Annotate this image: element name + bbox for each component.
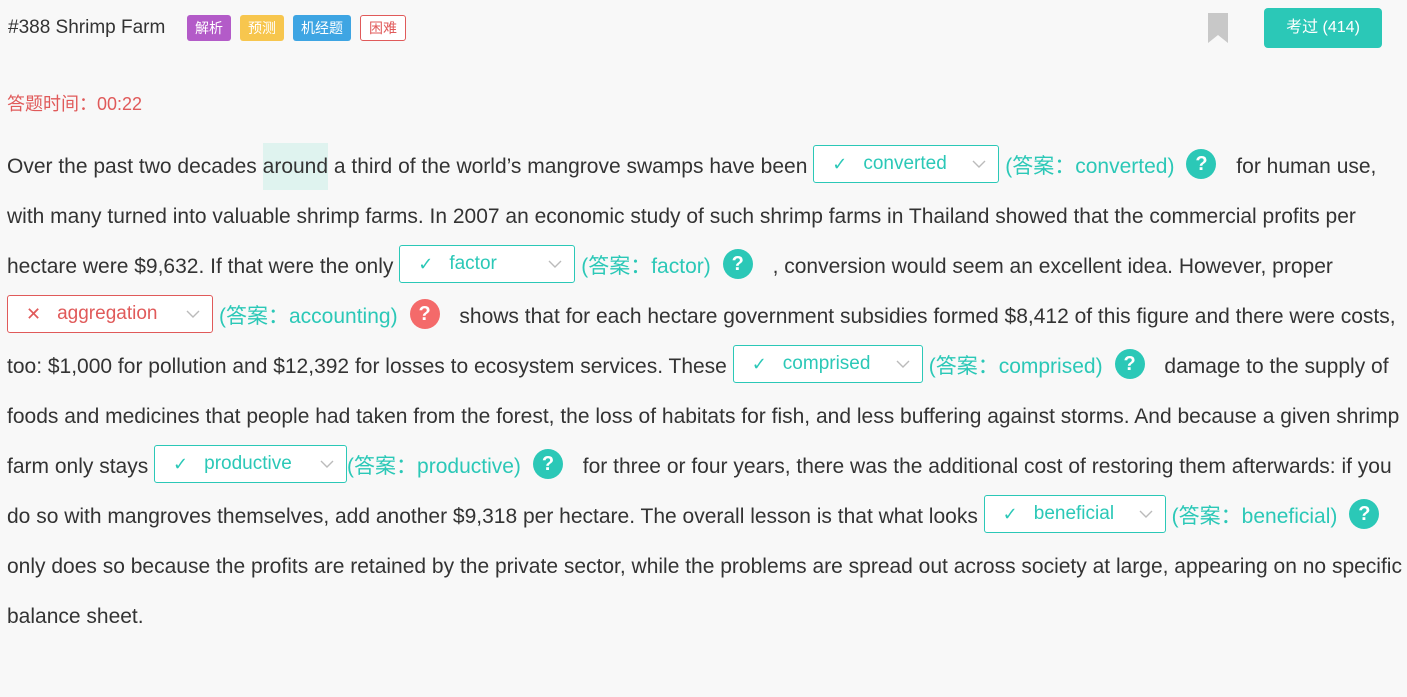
highlighted-word: around — [262, 143, 329, 190]
passage-text: damage to the supply of foods and medici… — [7, 355, 1400, 478]
blank-5-answer: (答案：productive) — [347, 455, 521, 478]
blank-2-answer: (答案：factor) — [581, 255, 711, 278]
passage-text: a third of the world’s mangrove swamps h… — [328, 155, 814, 178]
blank-2-dropdown[interactable]: ✓ factor — [399, 245, 576, 284]
blank-4-dropdown[interactable]: ✓ comprised — [732, 345, 923, 384]
chevron-down-icon — [548, 260, 562, 269]
passage-text: , conversion would seem an excellent ide… — [766, 255, 1333, 278]
blank-3-dropdown[interactable]: ✕ aggregation — [7, 295, 213, 334]
passed-count-button[interactable]: 考过 (414) — [1264, 8, 1382, 48]
help-icon[interactable]: ? — [532, 449, 563, 480]
passage-text: for three or four years, there was the a… — [7, 455, 1392, 528]
tag-exam-question[interactable]: 机经题 — [293, 15, 351, 41]
blank-4-value: comprised — [782, 353, 871, 375]
blank-6-dropdown[interactable]: ✓ beneficial — [983, 495, 1166, 534]
blank-3-value: aggregation — [57, 303, 158, 325]
help-icon[interactable]: ? — [409, 299, 440, 330]
tag-analysis[interactable]: 解析 — [187, 15, 231, 41]
blank-2-value: factor — [449, 253, 497, 275]
incorrect-icon: ✕ — [26, 304, 42, 325]
passage-text: for human use, with many turned into val… — [7, 155, 1377, 278]
blank-4-answer: (答案：comprised) — [928, 355, 1103, 378]
passage-text: Over the past two decades — [7, 155, 263, 178]
correct-icon: ✓ — [751, 354, 767, 375]
correct-icon: ✓ — [832, 154, 848, 175]
blank-3-answer: (答案：accounting) — [219, 305, 398, 328]
passage-text: only does so because the profits are ret… — [7, 555, 1402, 628]
help-icon[interactable]: ? — [1186, 149, 1217, 180]
correct-icon: ✓ — [1002, 504, 1018, 525]
blank-1-answer: (答案：converted) — [1005, 155, 1175, 178]
chevron-down-icon — [186, 310, 200, 319]
tag-list: 解析 预测 机经题 困难 — [187, 15, 406, 41]
answer-timer: 答题时间：00:22 — [7, 94, 143, 114]
passage: Over the past two decades around a third… — [7, 142, 1402, 642]
blank-6-value: beneficial — [1033, 503, 1115, 525]
tag-prediction[interactable]: 预测 — [240, 15, 284, 41]
help-icon[interactable]: ? — [722, 249, 753, 280]
blank-1-value: converted — [863, 153, 947, 175]
blank-6-answer: (答案：beneficial) — [1171, 505, 1338, 528]
chevron-down-icon — [320, 460, 334, 469]
blank-5-dropdown[interactable]: ✓ productive — [154, 445, 348, 484]
tag-difficulty[interactable]: 困难 — [360, 15, 406, 41]
correct-icon: ✓ — [418, 254, 434, 275]
correct-icon: ✓ — [173, 454, 189, 475]
bookmark-icon[interactable] — [1208, 13, 1228, 43]
passage-text: shows that for each hectare government s… — [7, 305, 1396, 378]
help-icon[interactable]: ? — [1349, 499, 1380, 530]
blank-1-dropdown[interactable]: ✓ converted — [813, 145, 1000, 184]
question-title: #388 Shrimp Farm — [8, 17, 166, 38]
chevron-down-icon — [972, 160, 986, 169]
chevron-down-icon — [1139, 510, 1153, 519]
help-icon[interactable]: ? — [1114, 349, 1145, 380]
blank-5-value: productive — [204, 453, 292, 475]
chevron-down-icon — [896, 360, 910, 369]
header: #388 Shrimp Farm 解析 预测 机经题 困难 考过 (414) — [0, 0, 1407, 60]
